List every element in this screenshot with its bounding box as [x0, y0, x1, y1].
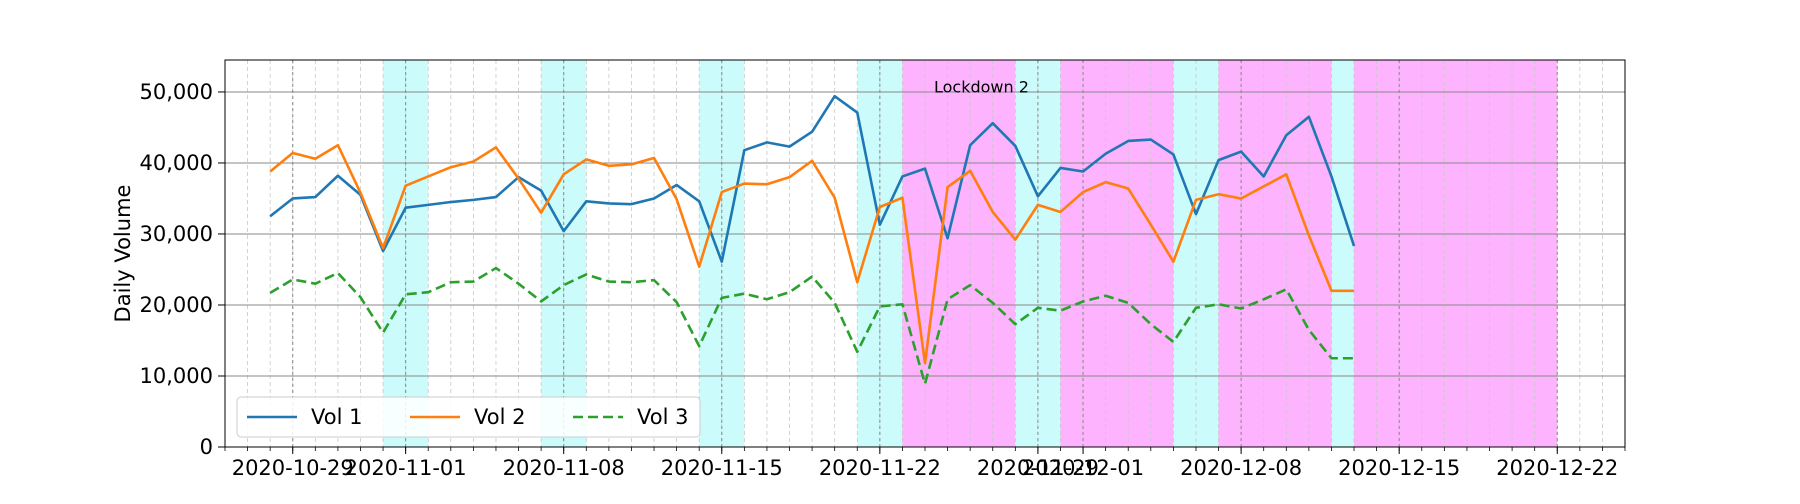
legend-label: Vol 1: [311, 405, 362, 429]
highlight-span-9: [1331, 60, 1355, 447]
highlight-span-8: [1218, 60, 1332, 447]
x-tick-label: 2020-11-08: [503, 456, 625, 480]
legend: Vol 1 Vol 2 Vol 3: [236, 396, 701, 438]
x-tick-label: 2020-12-08: [1180, 456, 1302, 480]
x-tick-label: 2020-11-29: [977, 456, 1099, 480]
x-tick-label: 2020-11-01: [345, 456, 467, 480]
y-axis-label: Daily Volume: [111, 185, 135, 323]
y-tick-label: 0: [200, 435, 213, 459]
highlight-span-4: [902, 60, 1016, 447]
legend-label: Vol 2: [474, 405, 525, 429]
series-line-vol-2: [269, 143, 1355, 365]
x-tick-label: 2020-11-15: [661, 456, 783, 480]
legend-label: Vol 3: [637, 405, 688, 429]
x-tick-label: 2020-10-29: [232, 456, 354, 480]
series-line-vol-3: [269, 266, 1355, 386]
y-tick-label: 40,000: [140, 151, 213, 175]
x-tick-label: 2020-12-01: [1022, 456, 1144, 480]
annotations: Lockdown 2: [934, 77, 1029, 96]
x-tick-label: 2020-12-15: [1338, 456, 1460, 480]
y-tick-label: 30,000: [140, 222, 213, 246]
x-tick-label: 2020-12-22: [1496, 456, 1618, 480]
highlight-span-10: [1354, 60, 1558, 447]
series-line-vol-1: [269, 94, 1356, 263]
y-tick-label: 20,000: [140, 293, 213, 317]
grid-lines: [224, 60, 1626, 448]
highlight-span-6: [1060, 60, 1174, 447]
y-axis: 0 10,000 20,000 30,000 40,000 50,000: [140, 80, 225, 459]
y-tick-label: 10,000: [140, 364, 213, 388]
x-tick-label: 2020-11-22: [819, 456, 941, 480]
series-lines: [269, 94, 1356, 386]
annotation-label: Lockdown 2: [934, 77, 1029, 96]
y-tick-label: 50,000: [140, 80, 213, 104]
legend-box: [236, 396, 701, 438]
